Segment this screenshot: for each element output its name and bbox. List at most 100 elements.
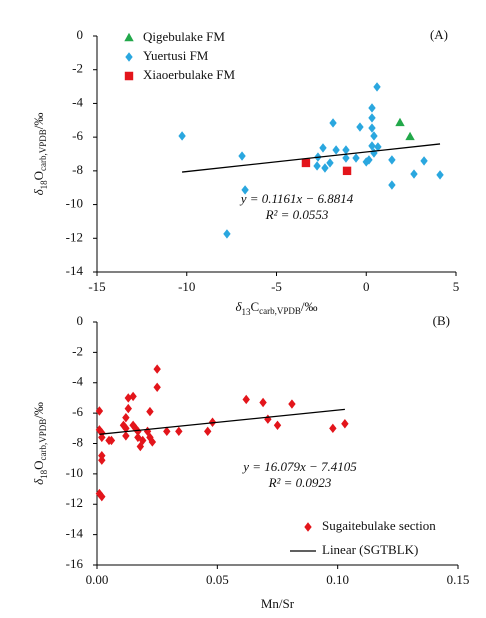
- point: [326, 158, 334, 168]
- point: [405, 131, 415, 141]
- y-tick-label: -6: [72, 128, 83, 143]
- trendline: [99, 408, 345, 435]
- y-tick-label: -2: [72, 343, 83, 358]
- x-tick-label: 0.15: [447, 572, 470, 587]
- legend-marker: [304, 522, 312, 532]
- point: [139, 435, 147, 446]
- point: [129, 391, 137, 402]
- point: [122, 423, 130, 434]
- y-axis-label-part: 18: [39, 180, 49, 190]
- y-tick-label: -10: [66, 465, 83, 480]
- point: [122, 412, 130, 423]
- point: [388, 155, 396, 165]
- point: [98, 491, 106, 502]
- point: [163, 426, 171, 437]
- point: [321, 163, 329, 173]
- point: [238, 151, 246, 161]
- y-axis-label-part: /‰: [31, 402, 46, 419]
- point: [341, 419, 349, 429]
- x-tick-label: 5: [453, 279, 460, 294]
- legend-label: Qigebulake FM: [143, 29, 225, 44]
- point: [122, 431, 130, 441]
- trendline: [182, 143, 441, 173]
- y-tick-label: -8: [72, 434, 83, 449]
- y-tick-label: 0: [77, 27, 84, 42]
- point: [242, 394, 250, 405]
- y-axis-label-part: O: [31, 171, 46, 180]
- x-tick-label: -10: [178, 279, 195, 294]
- y-tick-label: -14: [66, 526, 84, 541]
- point: [241, 185, 249, 195]
- point: [148, 437, 157, 447]
- x-axis-label: Mn/Sr: [261, 596, 295, 611]
- y-tick-label: -4: [72, 94, 83, 109]
- point: [329, 423, 337, 434]
- point: [313, 161, 321, 171]
- point: [352, 153, 360, 163]
- point: [368, 103, 376, 113]
- point: [146, 406, 154, 417]
- trend-equation: y = 0.1161x − 6.8814: [239, 191, 354, 206]
- y-tick-label: -6: [72, 404, 83, 419]
- y-tick-label: -16: [66, 556, 84, 571]
- point: [223, 229, 231, 239]
- y-tick-label: -12: [66, 229, 83, 244]
- legend-marker: [125, 52, 133, 62]
- trend-r2: R² = 0.0553: [265, 207, 329, 222]
- legend-label: Sugaitebulake section: [322, 518, 436, 533]
- trend-equation: y = 16.079x − 7.4105: [241, 459, 357, 474]
- y-tick-label: -8: [72, 162, 83, 177]
- point: [374, 142, 382, 152]
- y-axis-label-part: δ: [31, 188, 46, 195]
- point: [356, 122, 364, 132]
- x-tick-label: 0.10: [326, 572, 349, 587]
- point: [373, 82, 381, 92]
- point: [342, 166, 352, 176]
- point: [319, 143, 327, 153]
- x-tick-label: -15: [88, 279, 105, 294]
- y-tick-label: 0: [77, 313, 84, 328]
- x-tick-label: 0.05: [206, 572, 229, 587]
- point: [332, 145, 340, 155]
- y-axis-label-part: 18: [39, 469, 49, 479]
- legend-label: Yuertusi FM: [143, 48, 209, 63]
- point: [436, 170, 444, 180]
- point: [134, 432, 142, 443]
- panel-label: (B): [433, 313, 450, 328]
- point: [134, 426, 142, 437]
- legend-label: Linear (SGTBLK): [322, 542, 418, 557]
- point: [178, 131, 186, 141]
- point: [124, 403, 132, 414]
- x-axis-label-part: carb,VPDB: [259, 306, 301, 316]
- x-tick-label: 0.00: [86, 572, 109, 587]
- y-axis-label-part: carb,VPDB: [38, 129, 48, 171]
- point: [204, 426, 212, 437]
- panel-label: (A): [430, 27, 448, 42]
- point: [368, 141, 376, 151]
- x-tick-label: -5: [271, 279, 282, 294]
- point: [98, 450, 106, 461]
- point: [259, 397, 267, 408]
- y-tick-label: -12: [66, 495, 83, 510]
- y-tick-label: -4: [72, 374, 83, 389]
- y-tick-label: -14: [66, 263, 84, 278]
- point: [370, 131, 378, 141]
- point: [362, 157, 370, 167]
- point: [368, 113, 376, 123]
- x-axis-label-part: C: [251, 299, 260, 314]
- point: [264, 414, 272, 424]
- point: [288, 399, 296, 409]
- point: [95, 406, 104, 416]
- y-axis-label: δ18Ocarb,VPDB/‰: [31, 402, 49, 485]
- point: [368, 123, 376, 133]
- x-tick-label: 0: [363, 279, 370, 294]
- point: [342, 153, 350, 163]
- point: [153, 364, 161, 374]
- x-axis-label-part: δ: [235, 299, 242, 314]
- point: [410, 169, 418, 179]
- point: [175, 426, 183, 437]
- legend-marker: [124, 32, 134, 42]
- point: [342, 145, 350, 155]
- point: [329, 118, 337, 128]
